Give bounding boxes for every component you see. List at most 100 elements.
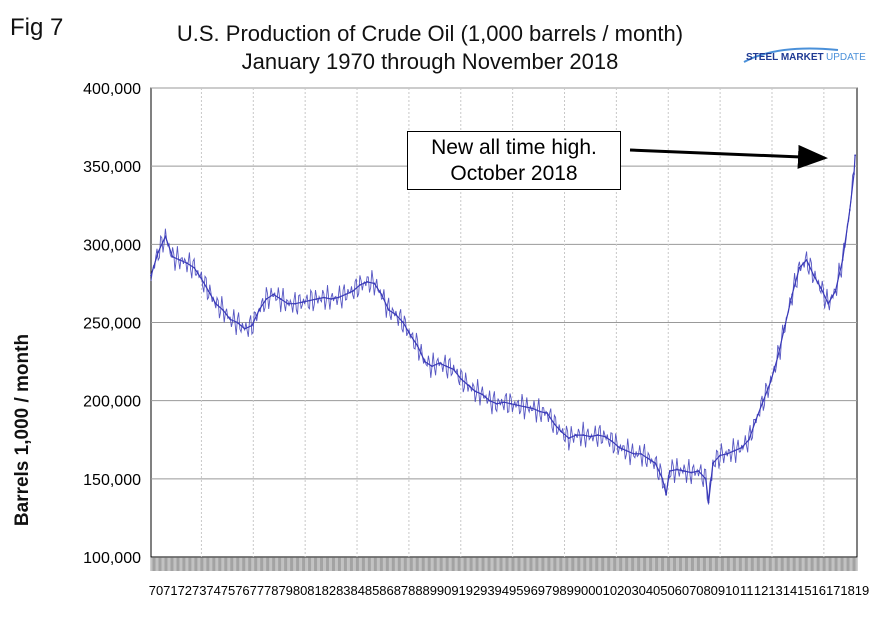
data-point bbox=[546, 412, 549, 415]
data-point bbox=[740, 446, 743, 449]
data-point bbox=[322, 296, 325, 299]
swoosh-logo-icon: STEEL MARKET UPDATE bbox=[743, 47, 866, 63]
x-tick-label: 76 bbox=[235, 583, 249, 598]
chart-title-line2: January 1970 through November 2018 bbox=[241, 49, 619, 74]
data-point bbox=[236, 321, 239, 324]
data-point bbox=[707, 501, 710, 504]
data-point bbox=[639, 452, 642, 455]
data-point bbox=[798, 266, 801, 269]
data-point bbox=[431, 365, 433, 368]
data-point bbox=[733, 449, 736, 452]
data-point bbox=[618, 446, 621, 449]
x-tick-label: 02 bbox=[610, 583, 624, 598]
chart-title-line1: U.S. Production of Crude Oil (1,000 barr… bbox=[176, 21, 684, 46]
x-tick-label: 07 bbox=[682, 583, 696, 598]
x-tick-label: 95 bbox=[509, 583, 523, 598]
data-point bbox=[675, 468, 678, 471]
data-point bbox=[575, 434, 577, 436]
data-point bbox=[459, 377, 462, 380]
x-tick-label: 19 bbox=[855, 583, 869, 598]
data-point bbox=[784, 324, 786, 327]
data-point bbox=[171, 255, 174, 258]
x-tick-label: 71 bbox=[163, 583, 177, 598]
data-point bbox=[854, 154, 857, 157]
x-tick-label: 04 bbox=[639, 583, 653, 598]
data-point bbox=[805, 259, 808, 261]
x-tick-label: 92 bbox=[466, 583, 480, 598]
annotation-line2: October 2018 bbox=[450, 162, 578, 185]
data-point bbox=[250, 324, 253, 327]
data-point bbox=[748, 438, 750, 441]
data-point bbox=[178, 259, 181, 261]
x-tick-label: 91 bbox=[451, 583, 465, 598]
data-point bbox=[661, 477, 664, 480]
data-point bbox=[596, 434, 599, 436]
x-tick-label: 85 bbox=[365, 583, 379, 598]
data-point bbox=[495, 402, 498, 405]
x-tick-label: 13 bbox=[768, 583, 782, 598]
data-point bbox=[697, 470, 700, 472]
data-point bbox=[539, 410, 541, 413]
data-point bbox=[632, 452, 635, 455]
data-point bbox=[690, 471, 693, 474]
data-point bbox=[625, 449, 628, 452]
y-tick-label: 200,000 bbox=[83, 394, 141, 411]
data-point bbox=[589, 435, 592, 438]
data-point bbox=[380, 293, 383, 296]
data-point bbox=[229, 318, 232, 321]
x-tick-label: 08 bbox=[696, 583, 710, 598]
data-point bbox=[301, 301, 304, 304]
data-point bbox=[351, 290, 354, 293]
annotation-arrow bbox=[629, 144, 828, 169]
y-tick-label: 250,000 bbox=[83, 316, 141, 333]
y-tick-label: 350,000 bbox=[83, 159, 141, 176]
x-tick-label: 79 bbox=[278, 583, 292, 598]
data-point bbox=[726, 452, 729, 455]
series-line bbox=[150, 155, 856, 503]
chart-title: U.S. Production of Crude Oil (1,000 barr… bbox=[120, 20, 740, 76]
data-point bbox=[719, 454, 722, 457]
y-tick-label: 400,000 bbox=[83, 81, 141, 98]
y-tick-label: 150,000 bbox=[83, 472, 141, 489]
data-series bbox=[150, 154, 857, 505]
data-point bbox=[841, 259, 844, 261]
x-tick-label: 74 bbox=[206, 583, 220, 598]
data-point bbox=[315, 298, 318, 300]
x-tick-label: 93 bbox=[480, 583, 494, 598]
annotation-box: New all time high. October 2018 bbox=[407, 131, 621, 190]
x-tick-label: 05 bbox=[653, 583, 667, 598]
data-point bbox=[452, 368, 455, 371]
x-tick-label: 17 bbox=[826, 583, 840, 598]
x-tick-label: 11 bbox=[740, 583, 754, 598]
data-point bbox=[654, 462, 657, 465]
data-point bbox=[553, 423, 556, 426]
data-point bbox=[423, 360, 426, 363]
x-tick-labels: 70 71 72 73 74 75 76 77 78 79 80 81 82 83 84 85 86 87 88 89… bbox=[149, 583, 869, 598]
data-point bbox=[294, 302, 296, 305]
data-point bbox=[827, 302, 830, 305]
data-point bbox=[366, 280, 369, 283]
data-point bbox=[286, 302, 289, 305]
data-point bbox=[272, 293, 275, 296]
x-tick-label: 75 bbox=[221, 583, 235, 598]
data-point bbox=[214, 302, 217, 305]
data-point bbox=[755, 418, 758, 421]
x-tick-label: 14 bbox=[783, 583, 797, 598]
figure-label: Fig 7 bbox=[10, 14, 64, 41]
data-point bbox=[791, 293, 794, 296]
data-point bbox=[683, 470, 686, 472]
x-tick-label: 70 bbox=[149, 583, 163, 598]
x-tick-label: 94 bbox=[495, 583, 509, 598]
data-point bbox=[243, 327, 246, 330]
data-point bbox=[665, 493, 667, 496]
data-point bbox=[207, 290, 210, 293]
data-point bbox=[416, 345, 419, 347]
data-point bbox=[812, 274, 815, 277]
logo-text-suffix: UPDATE bbox=[826, 52, 866, 63]
x-tick-label: 82 bbox=[322, 583, 336, 598]
data-point bbox=[611, 440, 613, 443]
data-point bbox=[337, 296, 340, 299]
x-tick-label: 99 bbox=[567, 583, 581, 598]
x-tick-label: 15 bbox=[797, 583, 811, 598]
data-point bbox=[164, 235, 167, 238]
